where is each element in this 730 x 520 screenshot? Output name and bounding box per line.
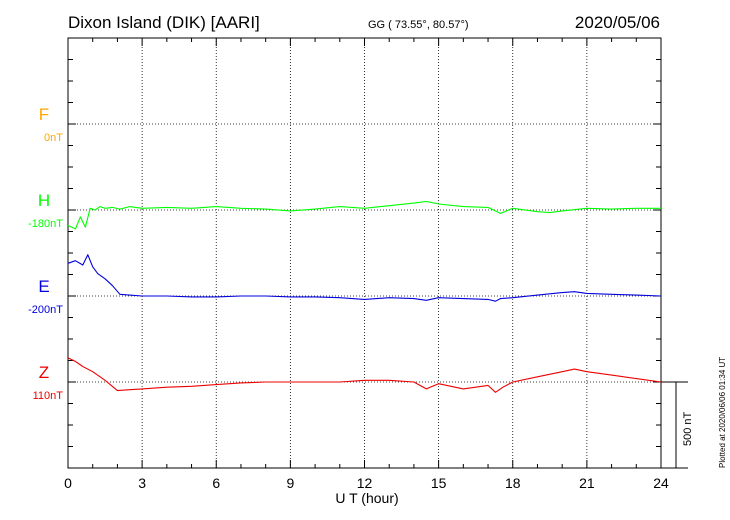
scale-bar-label: 500 nT <box>682 411 694 446</box>
x-tick-label: 6 <box>212 475 220 491</box>
x-tick-label: 0 <box>64 475 72 491</box>
x-tick-label: 9 <box>286 475 294 491</box>
trace-z <box>67 357 662 393</box>
plotted-timestamp: Plotted at 2020/06/06 01:34 UT <box>718 357 727 468</box>
x-tick-label: 18 <box>505 475 521 491</box>
series-name-e: E <box>38 277 49 296</box>
station-title: Dixon Island (DIK) [AARI] <box>68 13 260 32</box>
trace-h <box>67 200 661 230</box>
x-tick-label: 21 <box>579 475 595 491</box>
series-baseline-e: -200nT <box>28 304 63 316</box>
grid <box>68 38 661 468</box>
series-name-z: Z <box>39 363 49 382</box>
coordinates-label: GG ( 73.55°, 80.57°) <box>368 19 469 31</box>
x-tick-labels: 0 3 6 9 12 15 18 21 24 <box>64 475 669 491</box>
series-name-h: H <box>38 191 50 210</box>
x-tick-label: 12 <box>357 475 373 491</box>
date-label: 2020/05/06 <box>575 13 660 32</box>
series-traces <box>67 200 662 393</box>
series-baseline-z: 110nT <box>33 390 64 402</box>
series-name-f: F <box>39 105 49 124</box>
series-baseline-h: -180nT <box>28 218 63 230</box>
scale-bar <box>661 381 688 469</box>
plot-frame <box>67 37 662 469</box>
x-tick-label: 24 <box>653 475 669 491</box>
axis-ticks <box>67 38 662 468</box>
trace-e <box>67 254 662 302</box>
series-labels: F 0nT H -180nT E -200nT Z 110nT <box>28 105 63 402</box>
x-axis-label: U T (hour) <box>335 490 398 506</box>
x-tick-label: 3 <box>138 475 146 491</box>
x-tick-label: 15 <box>431 475 447 491</box>
series-baseline-f: 0nT <box>44 132 63 144</box>
